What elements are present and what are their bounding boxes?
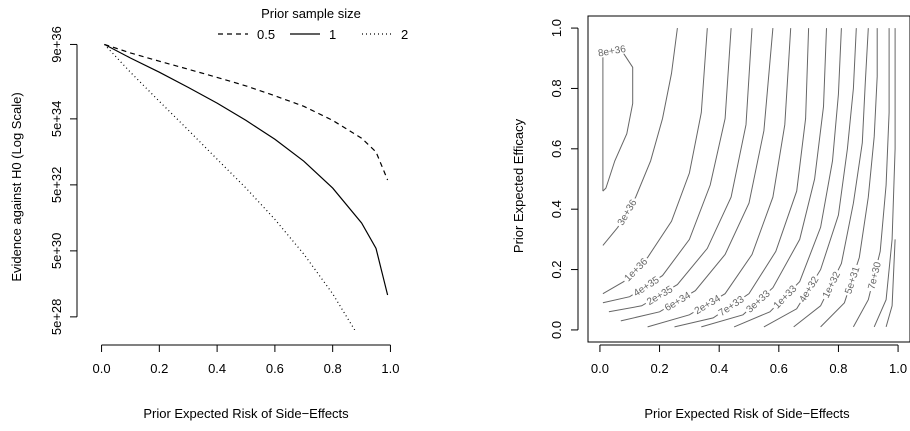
contour-line-7e-30 <box>852 28 890 328</box>
left-y-tick-label: 5e+32 <box>49 167 64 204</box>
contour-line-2e-35 <box>608 28 753 313</box>
contour-label-bg <box>796 272 822 306</box>
right-y-tick-label: 0.8 <box>549 79 564 97</box>
contour-label-bg <box>690 291 724 317</box>
legend: Prior sample size 0.5 1 2 <box>218 6 408 42</box>
contour-label-bg <box>595 43 629 59</box>
contour-label-bg <box>715 292 748 319</box>
contour-line-4e-35 <box>602 28 732 304</box>
left-x-tick-label: 0.8 <box>324 361 342 376</box>
contour-label-5e-31: 5e+31 <box>843 265 862 296</box>
contour-label-bg <box>842 263 862 297</box>
contour-label-3e-36: 3e+36 <box>616 197 640 227</box>
contour-line-3e-36 <box>602 28 678 246</box>
contour-label-bg <box>742 286 774 316</box>
left-chart: Evidence against H0 (Log Scale) Prior Ex… <box>9 6 408 421</box>
contour-label-bg <box>629 273 663 300</box>
left-x-tick-label: 0.0 <box>93 361 111 376</box>
contour-line-4e-32 <box>763 28 857 328</box>
legend-label-2: 2 <box>401 27 408 42</box>
left-y-tick-label: 5e+30 <box>49 233 64 270</box>
contour-label-8e-36: 8e+36 <box>597 44 627 60</box>
contour-line-1e-33 <box>733 28 842 328</box>
contour-label-7e-30: 7e+30 <box>866 260 884 290</box>
right-y-tick-label: 0.0 <box>549 321 564 339</box>
left-x-tick-label: 0.4 <box>208 361 226 376</box>
right-x-tick-label: 0.2 <box>651 361 669 376</box>
contour-label-bg <box>661 288 694 314</box>
left-y-tick-label: 5e+28 <box>49 299 64 336</box>
right-plot-frame <box>587 15 910 343</box>
left-x-tick-label: 0.6 <box>266 361 284 376</box>
right-x-tick-label: 0.6 <box>770 361 788 376</box>
contour-label-1e-33: 1e+33 <box>772 283 800 311</box>
contour-line-unlabeled-15 <box>885 239 896 328</box>
contour-label-1e-32: 1e+32 <box>821 270 843 300</box>
right-chart: Prior Expected Efficacy Prior Expected R… <box>511 15 910 421</box>
contour-line-2e-34 <box>647 28 792 328</box>
contour-line-3e-33 <box>701 28 827 328</box>
series-line-2 <box>103 43 356 330</box>
right-x-tick-label: 1.0 <box>889 361 907 376</box>
right-y-tick-label: 0.6 <box>549 140 564 158</box>
right-y-axis-label: Prior Expected Efficacy <box>511 118 526 253</box>
right-x-axis-label: Prior Expected Risk of Side−Effects <box>644 406 850 421</box>
left-x-axis-label: Prior Expected Risk of Side−Effects <box>143 406 349 421</box>
left-y-axis-label: Evidence against H0 (Log Scale) <box>9 92 24 281</box>
contour-label-bg <box>865 258 883 293</box>
right-y-tick-label: 0.2 <box>549 261 564 279</box>
contour-line-6e-34 <box>620 28 774 322</box>
contour-label-bg <box>819 268 843 302</box>
legend-label-1: 1 <box>329 27 336 42</box>
contour-line-7e-33 <box>674 28 810 328</box>
left-y-tick-label: 5e+34 <box>49 101 64 138</box>
contour-label-bg <box>643 282 676 308</box>
contour-label-3e-33: 3e+33 <box>744 288 773 315</box>
left-y-tick-label: 9e+36 <box>49 26 64 63</box>
right-x-tick-label: 0.0 <box>591 361 609 376</box>
right-y-tick-label: 0.4 <box>549 200 564 218</box>
contour-label-bg <box>770 281 800 312</box>
left-x-tick-label: 1.0 <box>381 361 399 376</box>
contour-line-8e-36 <box>602 48 634 192</box>
contour-line-unlabeled-14 <box>873 28 896 328</box>
legend-title: Prior sample size <box>261 6 361 21</box>
contour-line-1e-32 <box>793 28 869 328</box>
right-x-tick-label: 0.4 <box>710 361 728 376</box>
contour-label-bg <box>614 195 640 229</box>
series-line-0-5 <box>104 43 389 181</box>
series-line-1 <box>104 43 389 296</box>
right-x-tick-label: 0.8 <box>829 361 847 376</box>
right-y-tick-label: 1.0 <box>549 19 564 37</box>
left-x-tick-label: 0.2 <box>150 361 168 376</box>
contour-label-bg <box>620 254 651 285</box>
contour-line-1e-36 <box>602 28 708 295</box>
legend-label-0-5: 0.5 <box>257 27 275 42</box>
contour-line-5e-31 <box>820 28 878 328</box>
